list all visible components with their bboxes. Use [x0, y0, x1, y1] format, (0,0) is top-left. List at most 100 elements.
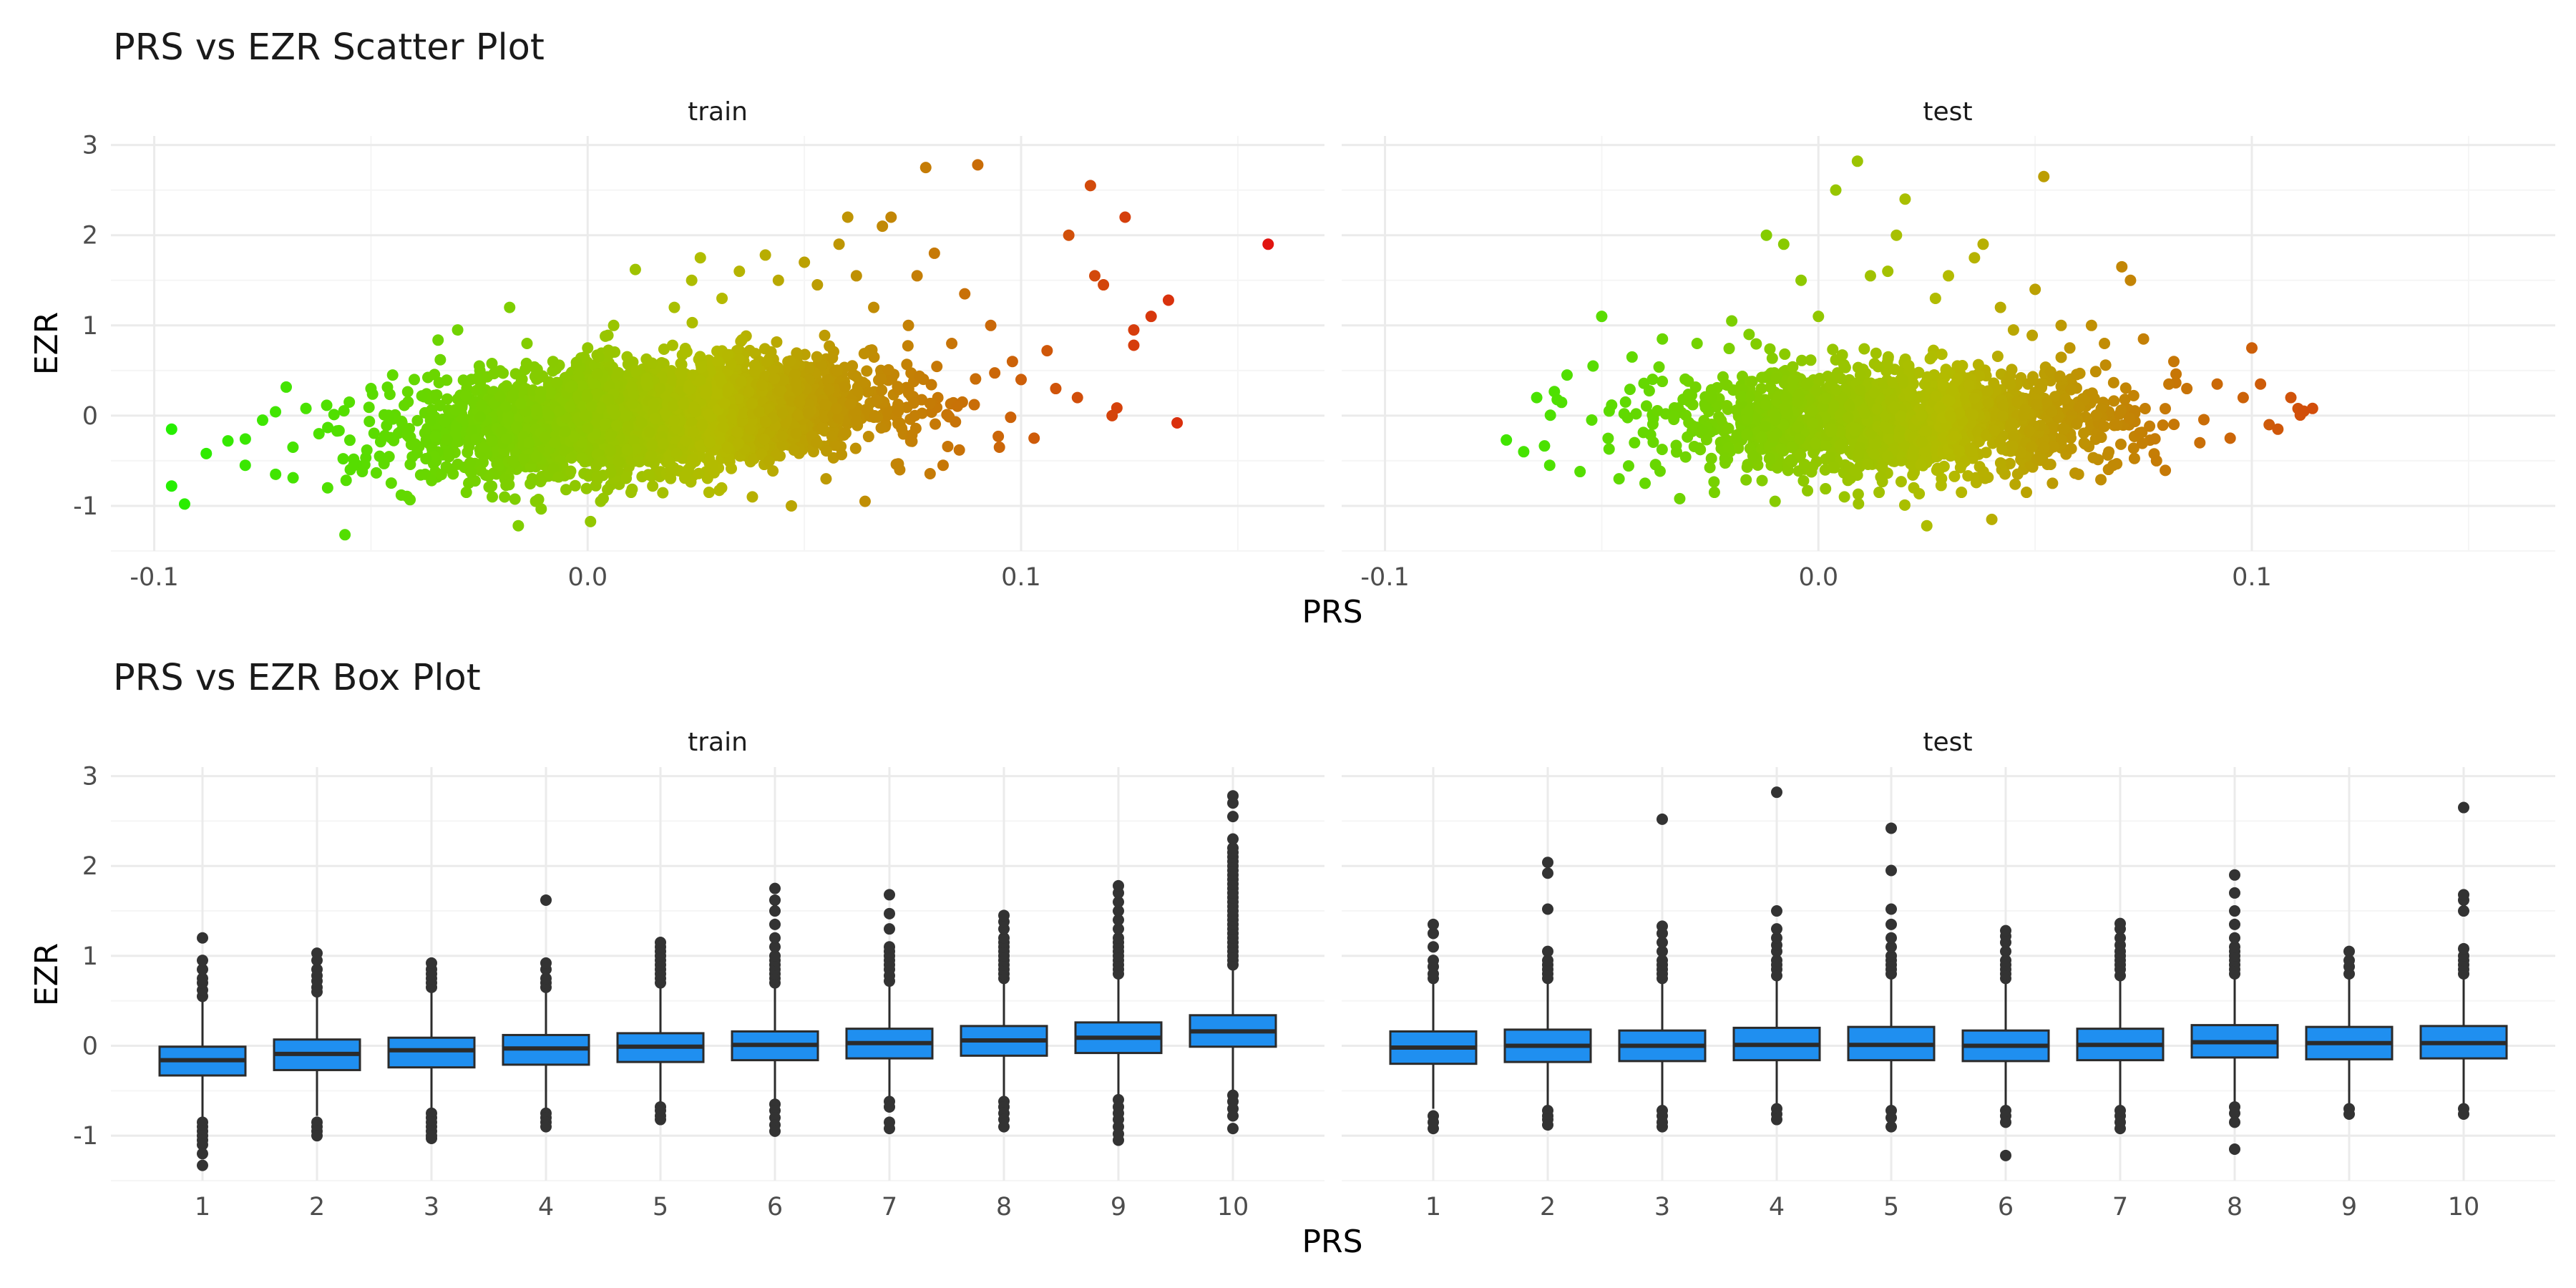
- scatter-point: [886, 373, 898, 385]
- scatter-point: [460, 487, 472, 499]
- scatter-point: [1084, 180, 1096, 192]
- scatter-point: [165, 423, 177, 435]
- scatter-point: [1063, 229, 1075, 241]
- scatter-point: [504, 301, 516, 313]
- scatter-point: [486, 480, 498, 492]
- scatter-point: [1050, 383, 1062, 395]
- scatter-point: [946, 338, 958, 349]
- scatter-point: [1750, 338, 1762, 350]
- scatter-point: [924, 397, 936, 409]
- box-x-axis-title: PRS: [1302, 1224, 1362, 1260]
- y-tick-label: 1: [82, 312, 98, 341]
- box-y-axis-title: EZR: [29, 943, 65, 1007]
- scatter-point: [222, 435, 234, 447]
- scatter-point: [239, 433, 251, 445]
- scatter-point: [913, 370, 925, 382]
- scatter-point: [165, 480, 177, 492]
- scatter-point: [530, 404, 542, 416]
- scatter-point: [646, 439, 658, 451]
- scatter-point: [643, 426, 655, 439]
- scatter-point: [416, 390, 428, 402]
- scatter-point: [839, 427, 852, 439]
- scatter-point: [666, 339, 678, 351]
- scatter-point: [1603, 405, 1615, 417]
- scatter-point: [553, 405, 565, 417]
- scatter-point: [551, 376, 563, 389]
- scatter-point: [441, 434, 453, 446]
- scatter-point: [774, 385, 786, 397]
- scatter-point: [683, 383, 695, 395]
- scatter-point: [902, 319, 914, 331]
- scatter-point: [560, 484, 572, 496]
- scatter-point: [924, 468, 936, 480]
- scatter-point: [590, 460, 602, 472]
- scatter-point: [640, 372, 653, 384]
- scatter-point: [930, 418, 942, 430]
- scatter-point: [582, 342, 594, 354]
- scatter-point: [1653, 361, 1665, 373]
- scatter-point: [989, 367, 1001, 379]
- scatter-point: [859, 495, 871, 507]
- scatter-point: [907, 397, 919, 409]
- x-tick-label: -0.1: [1360, 563, 1409, 592]
- scatter-point: [512, 519, 525, 532]
- scatter-point: [1682, 431, 1694, 443]
- scatter-point: [679, 343, 691, 355]
- scatter-point: [343, 434, 356, 447]
- scatter-point: [686, 453, 698, 465]
- scatter-point: [2095, 474, 2107, 486]
- scatter-point: [530, 495, 542, 507]
- scatter-point: [816, 421, 829, 433]
- scatter-point: [356, 466, 369, 478]
- scatter-point: [435, 469, 447, 481]
- scatter-point: [581, 391, 593, 403]
- scatter-point: [937, 459, 949, 472]
- scatter-point: [657, 438, 669, 450]
- scatter-point: [2170, 368, 2182, 380]
- scatter-point: [343, 396, 356, 408]
- scatter-point: [591, 368, 603, 380]
- scatter-point: [1128, 324, 1140, 336]
- scatter-point: [374, 436, 386, 448]
- scatter-point: [626, 398, 638, 410]
- scatter-point: [2074, 367, 2086, 379]
- scatter-point: [432, 334, 444, 346]
- scatter-point: [602, 394, 615, 406]
- scatter-panel-test: -0.1 0.0 0.1: [1342, 136, 2555, 592]
- scatter-point: [257, 414, 268, 426]
- scatter-point: [776, 430, 789, 442]
- scatter-point: [959, 288, 971, 300]
- scatter-point: [452, 324, 464, 336]
- scatter-point: [744, 424, 756, 436]
- scatter-point: [604, 347, 616, 359]
- scatter-point: [942, 409, 954, 421]
- scatter-point: [667, 400, 679, 412]
- scatter-point: [2065, 443, 2077, 455]
- scatter-point: [470, 434, 482, 446]
- scatter-point: [500, 479, 512, 492]
- scatter-point: [803, 362, 815, 374]
- scatter-strip-test: test: [1923, 97, 1972, 127]
- scatter-point: [564, 401, 576, 413]
- scatter-point: [1106, 409, 1118, 421]
- scatter-point: [535, 386, 547, 398]
- y-tick-label: 3: [82, 132, 98, 160]
- scatter-point: [647, 480, 659, 492]
- scatter-point: [694, 374, 706, 386]
- scatter-point: [401, 423, 413, 435]
- scatter-point: [896, 422, 908, 434]
- scatter-points: [165, 159, 1274, 541]
- scatter-point: [507, 454, 519, 467]
- x-tick-label: 0.1: [2232, 563, 2272, 592]
- scatter-point: [832, 412, 844, 424]
- scatter-point: [287, 472, 299, 484]
- scatter-point: [270, 468, 282, 480]
- scatter-point: [892, 381, 904, 393]
- scatter-point: [1603, 443, 1615, 455]
- scatter-point: [2157, 419, 2169, 431]
- scatter-point: [499, 401, 512, 413]
- scatter-y-axis-title: EZR: [29, 312, 65, 376]
- scatter-point: [409, 374, 420, 386]
- scatter-point: [1098, 279, 1110, 291]
